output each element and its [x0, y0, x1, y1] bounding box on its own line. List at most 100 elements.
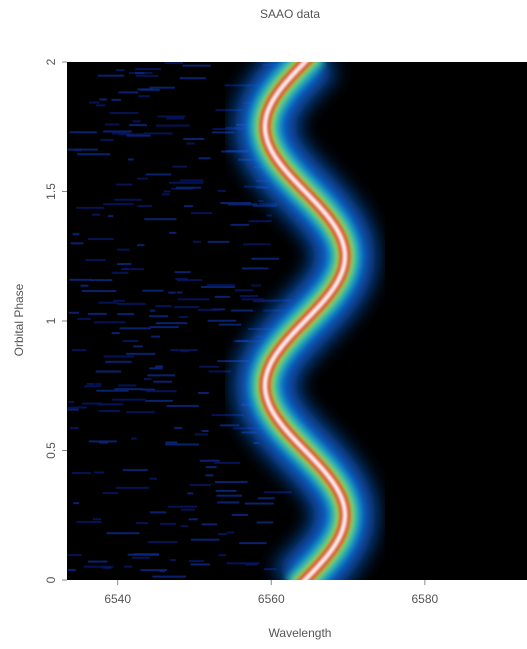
noise: [166, 117, 184, 119]
noise: [153, 381, 172, 383]
noise: [138, 205, 153, 207]
noise: [126, 353, 155, 355]
noise: [121, 268, 144, 270]
noise: [104, 355, 134, 357]
noise: [99, 410, 121, 412]
y-tick-label: 1.5: [44, 183, 58, 200]
noise: [123, 469, 148, 471]
noise: [149, 478, 157, 480]
noise: [219, 324, 241, 326]
noise: [133, 120, 141, 122]
noise: [85, 259, 106, 261]
noise: [181, 509, 195, 511]
noise: [88, 561, 108, 563]
noise: [73, 233, 80, 235]
noise: [96, 371, 121, 373]
x-axis-label: Wavelength: [269, 626, 332, 640]
noise: [243, 243, 270, 245]
noise: [257, 521, 273, 523]
noise: [201, 286, 235, 288]
noise: [117, 249, 129, 251]
noise: [131, 437, 137, 439]
noise: [96, 104, 105, 106]
noise: [67, 554, 81, 556]
noise: [235, 289, 254, 291]
noise: [116, 184, 132, 186]
noise: [258, 200, 263, 202]
noise: [232, 514, 248, 516]
noise: [118, 91, 138, 93]
noise: [150, 511, 167, 513]
noise: [117, 263, 131, 265]
noise: [155, 365, 163, 367]
noise: [132, 557, 150, 559]
noise: [109, 112, 138, 114]
noise: [103, 492, 118, 494]
noise: [148, 541, 178, 543]
noise: [180, 77, 206, 79]
noise: [253, 300, 278, 302]
noise: [199, 366, 219, 368]
y-tick-label: 0: [44, 576, 58, 583]
noise: [111, 99, 121, 101]
noise: [124, 566, 132, 568]
noise: [112, 332, 120, 334]
noise: [167, 405, 199, 407]
noise: [120, 327, 151, 329]
noise: [240, 295, 258, 297]
noise: [251, 258, 279, 260]
noise: [208, 320, 237, 322]
noise: [144, 132, 173, 134]
noise: [133, 553, 159, 555]
noise: [200, 460, 220, 462]
noise: [98, 403, 123, 405]
noise: [117, 313, 134, 315]
noise: [89, 101, 99, 103]
noise: [82, 290, 116, 292]
noise: [162, 193, 170, 195]
noise: [88, 313, 107, 315]
noise: [181, 525, 189, 527]
noise: [68, 149, 98, 151]
noise: [149, 367, 163, 369]
noise: [183, 138, 204, 140]
noise: [80, 285, 88, 287]
noise: [179, 316, 187, 318]
noise: [136, 75, 158, 77]
noise: [191, 563, 210, 565]
noise: [72, 349, 87, 351]
noise: [187, 142, 195, 144]
noise: [168, 292, 175, 294]
chart-title: SAAO data: [260, 7, 320, 21]
noise: [103, 203, 133, 205]
noise: [156, 125, 190, 127]
noise: [205, 474, 213, 476]
noise: [114, 199, 141, 201]
noise: [108, 215, 113, 217]
noise: [189, 560, 204, 562]
noise: [87, 383, 95, 385]
noise: [133, 345, 143, 347]
noise: [169, 232, 176, 234]
x-tick-label: 6540: [104, 592, 131, 606]
noise: [245, 503, 274, 505]
noise: [136, 522, 148, 524]
noise: [138, 95, 150, 97]
noise: [149, 87, 174, 89]
noise: [230, 224, 249, 226]
noise: [218, 190, 226, 192]
x-tick-label: 6580: [412, 592, 439, 606]
noise: [142, 290, 163, 292]
noise: [129, 124, 147, 126]
noise: [103, 567, 112, 569]
noise: [144, 378, 152, 380]
noise: [220, 424, 239, 426]
noise: [165, 443, 199, 445]
noise: [258, 497, 275, 499]
noise: [76, 207, 104, 209]
noise: [198, 309, 219, 311]
noise: [71, 242, 84, 244]
noise: [195, 433, 208, 435]
noise: [137, 178, 148, 180]
noise: [116, 487, 149, 489]
